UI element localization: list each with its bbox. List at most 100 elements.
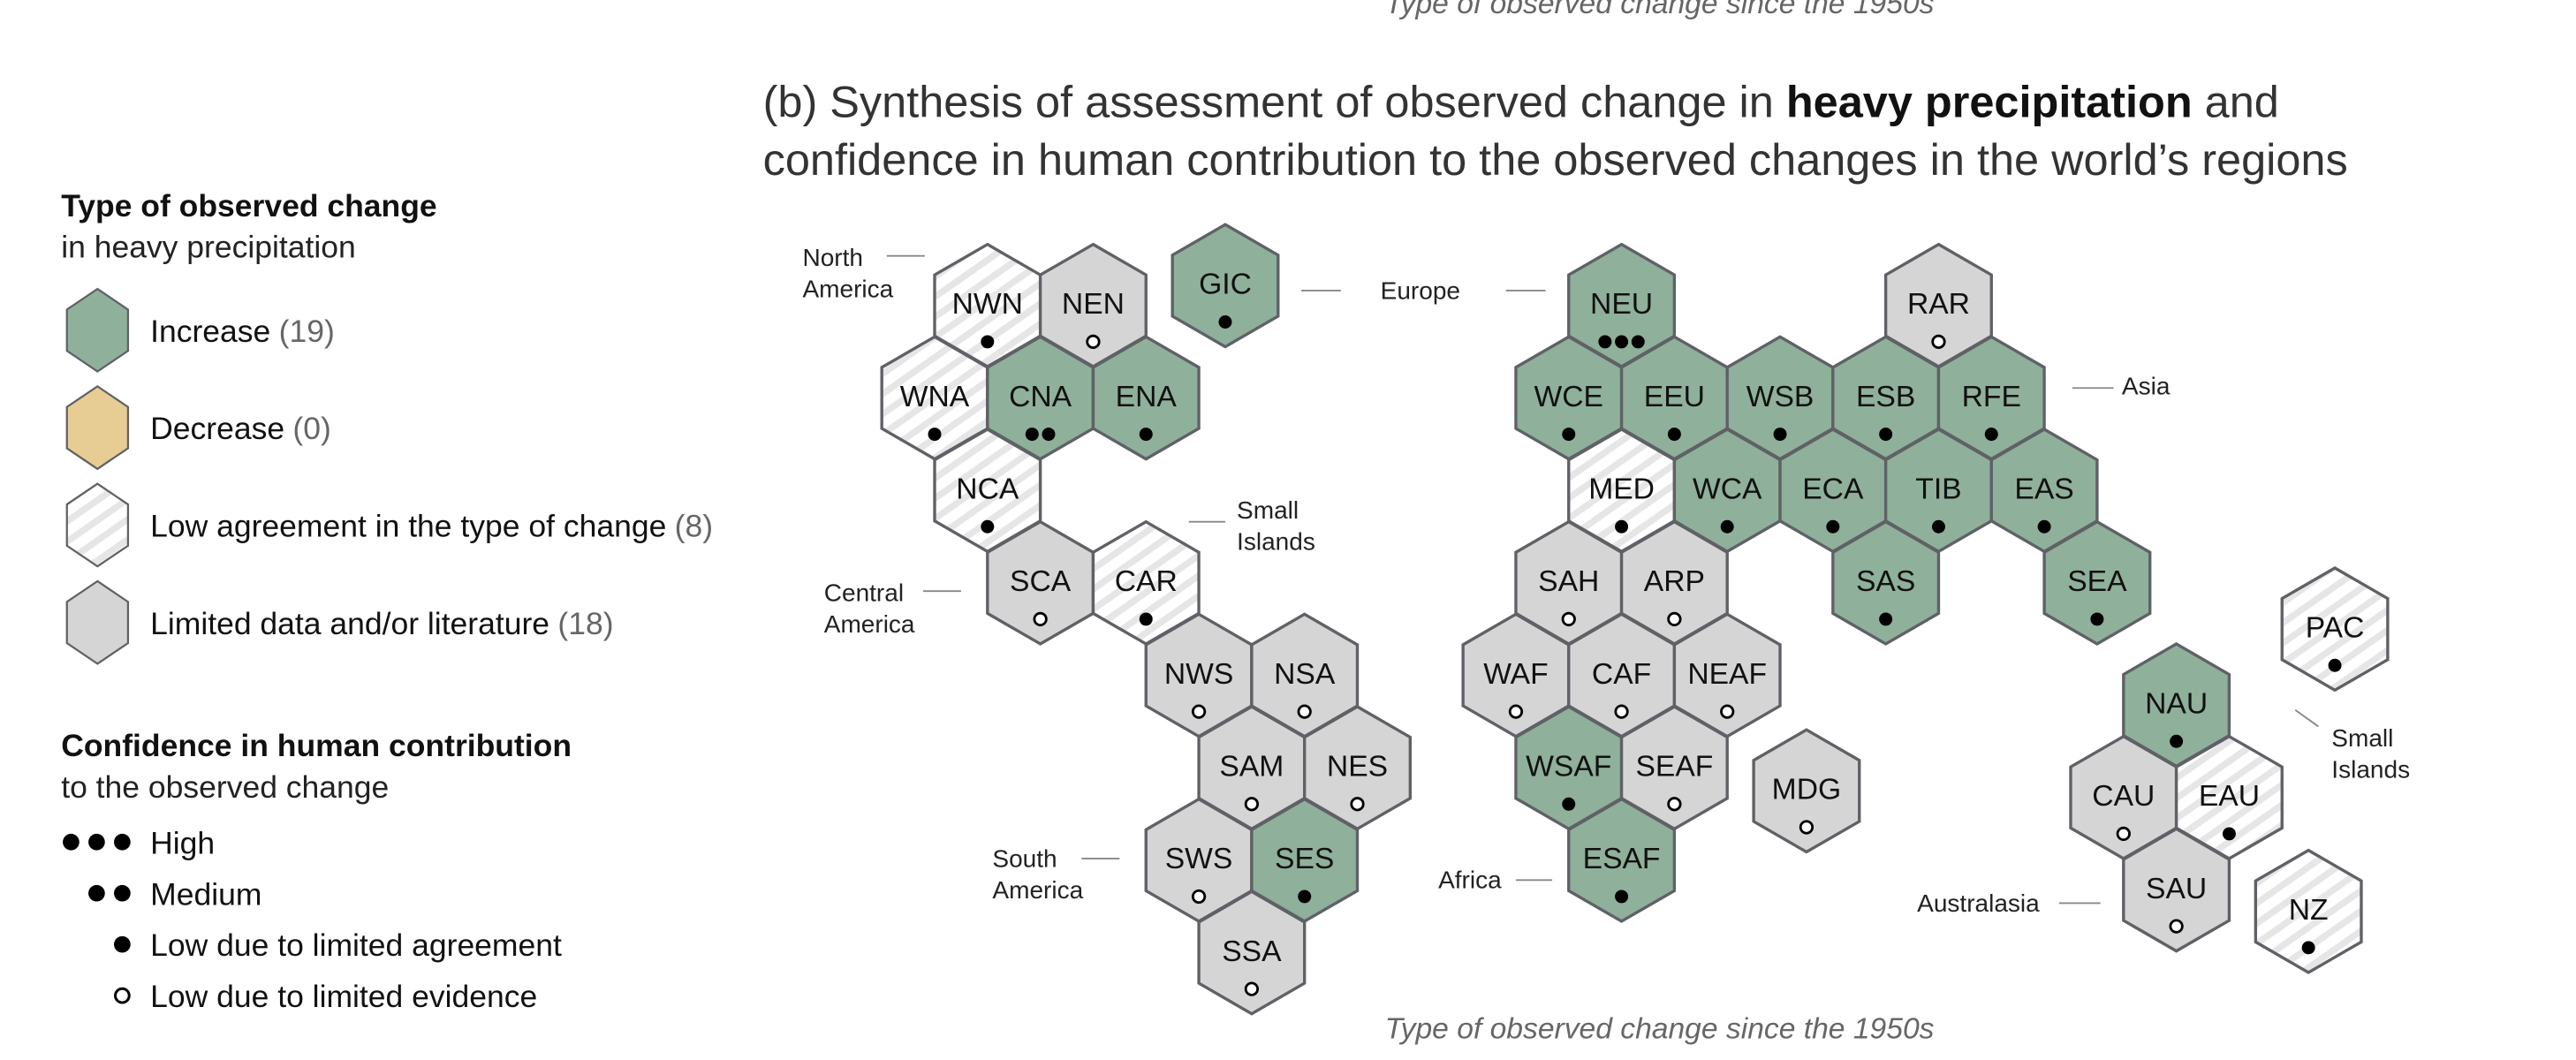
region-code: CAF (1592, 658, 1651, 691)
legend-hex-swatch (65, 579, 130, 665)
hex-shape (1091, 335, 1201, 461)
region-code: NES (1327, 751, 1388, 784)
region-hex-nca: NCA (933, 428, 1042, 554)
confidence-dot (1615, 335, 1629, 349)
region-code: EAU (2199, 780, 2260, 813)
region-code: NEU (1590, 288, 1653, 321)
group-label-central-america: Central America (824, 579, 915, 638)
region-code: SEAF (1635, 751, 1713, 784)
region-hex-mdg: MDG (1752, 728, 1861, 854)
region-code: WCE (1534, 381, 1603, 413)
confidence-dot (2116, 826, 2131, 842)
region-hex-caf: CAF (1567, 612, 1677, 738)
region-code: SCA (1010, 565, 1072, 598)
confidence-dot (1720, 704, 1735, 719)
legend-label: Limited data and/or literature (18) (150, 606, 613, 641)
confidence-dot (1033, 611, 1048, 627)
region-hex-sca: SCA (986, 519, 1095, 646)
legend-conf-low-evidence: Low due to limited evidence (114, 979, 537, 1014)
group-labels (886, 254, 2319, 905)
region-hexes: NWN NEN GIC WNA CNA ENA NCA SCA CAR NWS NSA SAM NES S… (880, 223, 2390, 1016)
region-code: NCA (956, 473, 1019, 505)
region-code: SAM (1219, 751, 1284, 784)
region-code: SSA (1222, 935, 1282, 968)
confidence-dot (1244, 981, 1260, 996)
region-hex-ssa: SSA (1197, 890, 1307, 1016)
region-code: WAF (1483, 658, 1548, 691)
group-label-small-islands: Small Islands (1237, 496, 1315, 556)
region-hex-sas: SAS (1831, 519, 1941, 646)
region-code: GIC (1199, 269, 1252, 301)
confidence-dot (2328, 658, 2342, 672)
legend-item-limited-data: Limited data and/or literature (18) (65, 579, 614, 665)
region-hex-eca: ECA (1778, 428, 1888, 554)
region-hex-ena: ENA (1091, 335, 1201, 461)
confidence-dot (1984, 428, 1998, 442)
region-code: MDG (1772, 774, 1841, 806)
confidence-dot (981, 519, 995, 534)
region-hex-esaf: ESAF (1567, 797, 1677, 923)
confidence-dot (1614, 704, 1629, 719)
confidence-dot (1191, 889, 1207, 905)
region-hex-esb: ESB (1831, 335, 1941, 461)
group-label-europe: Europe (1381, 276, 1460, 304)
region-code: SES (1275, 843, 1334, 875)
confidence-dot (1218, 315, 1232, 329)
legend-conf-sub: to the observed change (61, 769, 389, 805)
region-hex-wca: WCA (1672, 428, 1782, 554)
region-code: SAU (2146, 873, 2207, 905)
confidence-dot (1297, 704, 1312, 719)
region-code: NEAF (1687, 658, 1767, 691)
region-code: WCA (1693, 473, 1762, 505)
region-hex-nau: NAU (2122, 642, 2231, 768)
legend-conf-label: Medium (150, 876, 261, 912)
region-code: MED (1588, 473, 1655, 505)
hex-shape (2254, 848, 2363, 974)
region-hex-nsa: NSA (1250, 612, 1360, 738)
confidence-dot (1631, 335, 1645, 349)
hex-shape (1197, 890, 1307, 1016)
group-label-small-islands-pacific: Small Islands (2331, 724, 2410, 784)
confidence-dot (114, 987, 131, 1004)
region-code: WSB (1746, 381, 1815, 413)
region-code: CAU (2092, 780, 2155, 813)
region-code: CAR (1115, 565, 1178, 598)
region-code: ESAF (1583, 843, 1661, 875)
region-code: WNA (900, 381, 970, 413)
region-hex-neaf: NEAF (1672, 612, 1782, 738)
region-hex-sea: SEA (2042, 519, 2152, 646)
legend-conf-low-agreement: Low due to limited agreement (114, 928, 562, 963)
region-code: NWN (952, 288, 1023, 321)
confidence-dot (1191, 704, 1207, 719)
region-hex-nen: NEN (1038, 242, 1148, 368)
region-hex-car: CAR (1091, 519, 1201, 646)
confidence-dot (1598, 335, 1612, 349)
confidence-dot (1562, 797, 1576, 811)
region-code: TIB (1915, 473, 1961, 505)
legend-label: Decrease (0) (150, 411, 331, 446)
region-hex-med: MED (1567, 428, 1677, 554)
confidence-dot (1667, 428, 1681, 442)
region-hex-nz: NZ (2254, 848, 2363, 974)
region-code: EEU (1644, 381, 1705, 413)
group-label-africa: Africa (1438, 867, 1502, 894)
region-code: EAS (2014, 473, 2073, 505)
legend-type-sub: in heavy precipitation (61, 230, 356, 265)
region-code: NZ (2289, 894, 2329, 927)
confidence-dot (1615, 519, 1629, 534)
region-hex-sau: SAU (2122, 827, 2231, 953)
group-label-asia: Asia (2122, 373, 2171, 400)
region-code: RAR (1907, 288, 1970, 321)
region-code: WSAF (1526, 751, 1611, 784)
region-code: ARP (1644, 565, 1705, 598)
legend: Type of observed change in heavy precipi… (61, 188, 713, 1014)
region-code: CNA (1009, 381, 1072, 413)
legend-conf-label: Low due to limited evidence (150, 979, 537, 1014)
region-code: ECA (1802, 473, 1864, 505)
hex-shape (2042, 519, 2152, 646)
confidence-dot (1720, 519, 1734, 534)
hex-shape (2280, 566, 2390, 693)
region-hex-pac: PAC (2280, 566, 2390, 693)
confidence-dot (2222, 827, 2236, 841)
